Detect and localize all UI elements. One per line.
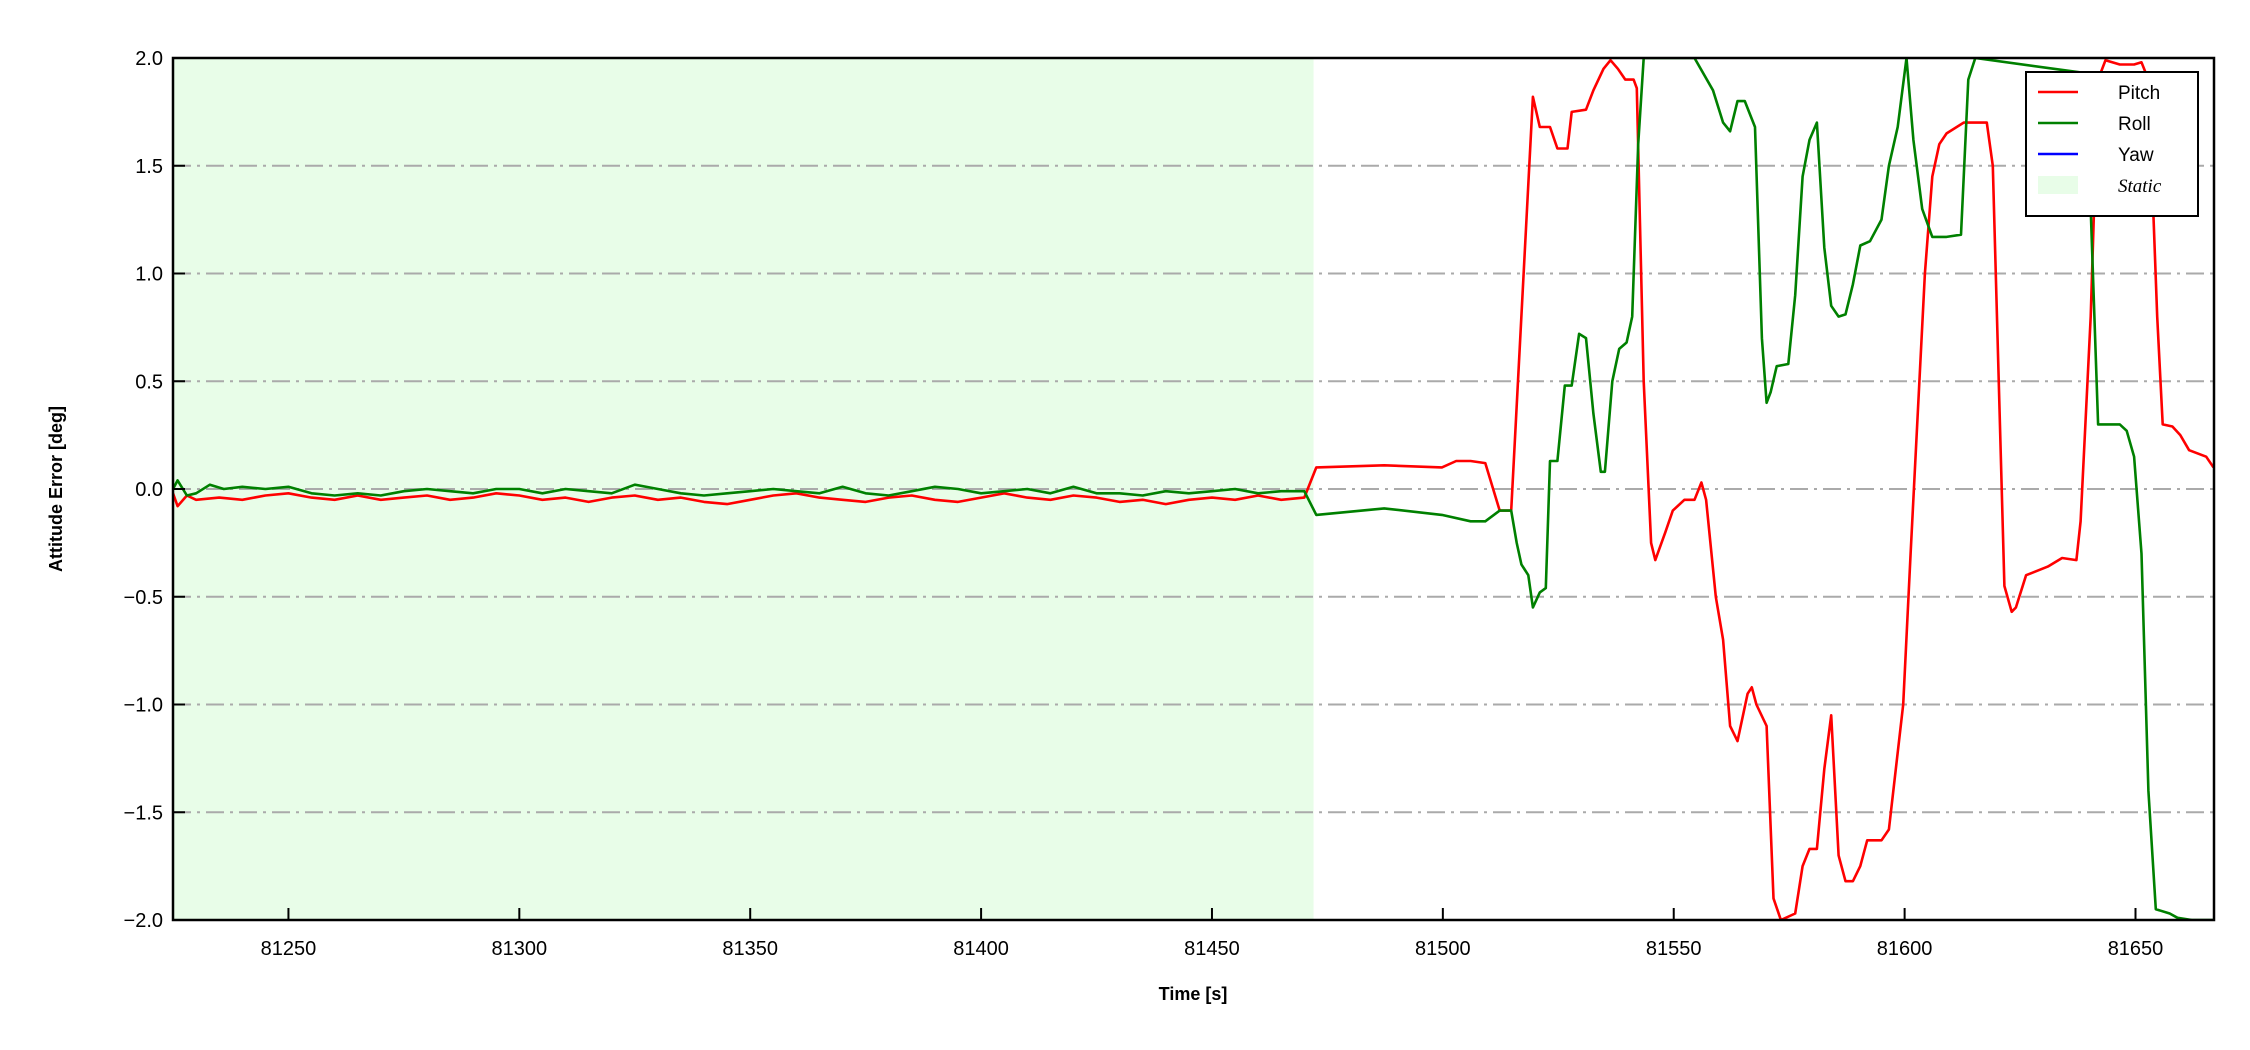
axes	[171, 56, 2216, 922]
x-tick-label: 81600	[1877, 938, 1933, 960]
tick-labels: −2.0 −1.5 −1.0 −0.5 0.0 0.5 1.0 1.5 2.0 81250 8130…	[124, 48, 2164, 960]
legend-label-static: Static	[2118, 176, 2162, 197]
y-tick-label: −0.5	[124, 587, 163, 609]
series-lines	[173, 58, 2214, 920]
legend-box	[2025, 71, 2199, 217]
series-pitch	[173, 58, 2214, 920]
y-tick-label: −2.0	[124, 910, 163, 932]
plot-frame	[171, 56, 2216, 922]
y-tick-label: 1.0	[135, 264, 163, 286]
y-tick-label: 2.0	[135, 48, 163, 70]
legend: Pitch Roll Yaw Static	[2025, 71, 2199, 217]
legend-label-pitch: Pitch	[2118, 83, 2160, 104]
y-tick-label: 0.5	[135, 371, 163, 393]
y-tick-label: 1.5	[135, 156, 163, 178]
series-roll	[173, 58, 2214, 920]
y-tick-label: −1.0	[124, 695, 163, 717]
legend-label-roll: Roll	[2118, 114, 2151, 135]
legend-label-yaw: Yaw	[2118, 145, 2154, 166]
x-tick-label: 81550	[1646, 938, 1702, 960]
x-tick-label: 81650	[2108, 938, 2164, 960]
x-tick-label: 81300	[492, 938, 548, 960]
x-tick-label: 81450	[1184, 938, 1240, 960]
y-tick-label: −1.5	[124, 802, 163, 824]
x-tick-label: 81400	[953, 938, 1009, 960]
y-tick-label: 0.0	[135, 479, 163, 501]
x-tick-label: 81250	[261, 938, 317, 960]
x-axis-label: Time [s]	[1159, 984, 1228, 1004]
x-tick-label: 81500	[1415, 938, 1471, 960]
y-axis-label: Attitude Error [deg]	[46, 406, 66, 572]
legend-swatch-static	[2038, 176, 2078, 194]
x-tick-label: 81350	[722, 938, 778, 960]
